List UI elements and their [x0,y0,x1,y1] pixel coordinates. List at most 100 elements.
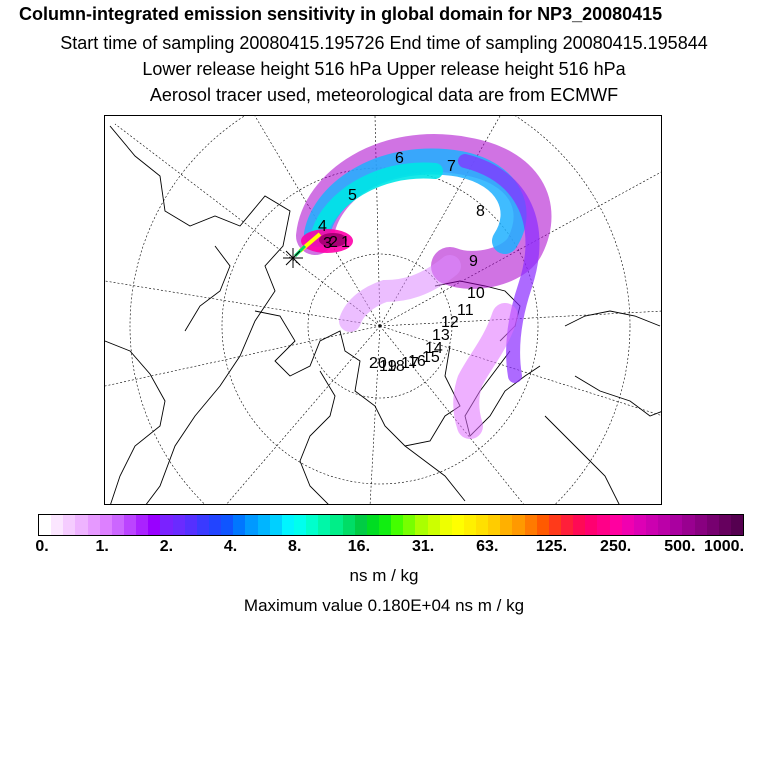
color-segment [342,515,355,535]
color-segment [306,515,319,535]
color-segment [221,515,234,535]
color-segment [281,515,294,535]
release-point-marker [283,248,303,268]
sampling-time-line: Start time of sampling 20080415.195726 E… [60,33,708,53]
color-scale-ticks: 0. 1. 2. 4. 8. 16. 31. 63. 125. 250. 500. 1000. [0,538,768,560]
color-segment [476,515,489,535]
tick-label: 2. [159,538,174,555]
color-scale-bar [38,514,744,536]
color-segment [184,515,197,535]
color-segment [391,515,404,535]
color-segment [609,515,622,535]
color-segment [378,515,392,535]
day-label: 18 [387,358,405,375]
tick-label: 250. [600,538,632,555]
polar-map: 1 2 3 4 5 6 7 8 9 10 11 12 13 14 15 16 1… [104,115,662,505]
day-label: 19 [379,358,397,375]
color-segment [718,515,732,535]
day-label: 1 [341,234,350,251]
release-height-line: Lower release height 516 hPa Upper relea… [142,59,626,79]
map-canvas: 1 2 3 4 5 6 7 8 9 10 11 12 13 14 15 16 1… [105,116,661,504]
day-label: 15 [422,349,440,366]
color-segment [646,515,659,535]
color-segment [354,515,367,535]
tick-label: 63. [476,538,499,555]
trajectory-labels: 1 2 3 4 5 6 7 8 9 10 11 12 13 14 15 16 1… [318,150,485,375]
tick-label: 1000. [703,538,745,555]
color-segment [573,515,586,535]
color-segment [524,515,537,535]
day-label: 3 [323,235,332,252]
day-label: 12 [441,314,459,331]
color-segment [245,515,258,535]
color-segment [439,515,452,535]
tick-label: 16. [347,538,371,555]
color-segment [330,515,343,535]
tick-label: 4. [223,538,238,555]
color-segment [160,515,173,535]
max-value-text: Maximum value 0.180E+04 ns m / kg [243,596,525,615]
color-segment [548,515,562,535]
tick-label: 0. [35,538,49,555]
color-segment [208,515,222,535]
color-segment [427,515,440,535]
color-segment [633,515,647,535]
color-segment [366,515,379,535]
color-segment [415,515,428,535]
color-segment [293,515,307,535]
plot-title: Column-integrated emission sensitivity i… [19,4,663,24]
unit-label: ns m / kg [349,566,419,585]
color-segment [621,515,634,535]
day-label: 17 [401,355,419,372]
color-segment [63,515,76,535]
day-label: 11 [457,302,474,319]
tick-label: 1. [95,538,109,555]
day-label: 6 [395,150,404,167]
color-segment [488,515,501,535]
color-segment [257,515,270,535]
color-segment [75,515,88,535]
color-segment [561,515,574,535]
color-segment [463,515,477,535]
day-label: 20 [369,355,387,372]
tracer-info-line: Aerosol tracer used, meteorological data… [149,85,619,105]
tick-label: 8. [288,538,302,555]
color-segment [99,515,112,535]
color-segment [731,515,744,535]
color-segment [682,515,695,535]
color-segment [87,515,100,535]
tick-label: 31. [411,538,435,555]
color-segment [658,515,671,535]
color-segment [148,515,161,535]
day-label: 13 [432,327,450,344]
day-label: 8 [476,203,485,220]
color-segment [39,515,52,535]
emission-plume [293,134,552,439]
color-segment [123,515,137,535]
day-label: 4 [318,218,327,235]
day-label: 16 [408,353,426,370]
color-segment [597,515,610,535]
day-label: 14 [425,340,443,357]
color-segment [512,515,525,535]
day-label: 2 [329,234,338,251]
color-segment [670,515,683,535]
color-segment [172,515,185,535]
color-segment [451,515,464,535]
color-segment [51,515,64,535]
color-segment [403,515,416,535]
day-label: 10 [467,285,485,302]
color-segment [706,515,719,535]
day-label: 9 [469,253,478,270]
color-segment [136,515,149,535]
color-segment [111,515,124,535]
color-segment [536,515,549,535]
color-segment [233,515,246,535]
color-segment [500,515,513,535]
color-segment [318,515,331,535]
color-segment [196,515,209,535]
day-label: 5 [348,187,357,204]
tick-label: 125. [535,538,568,555]
color-segment [269,515,282,535]
color-segment [694,515,707,535]
